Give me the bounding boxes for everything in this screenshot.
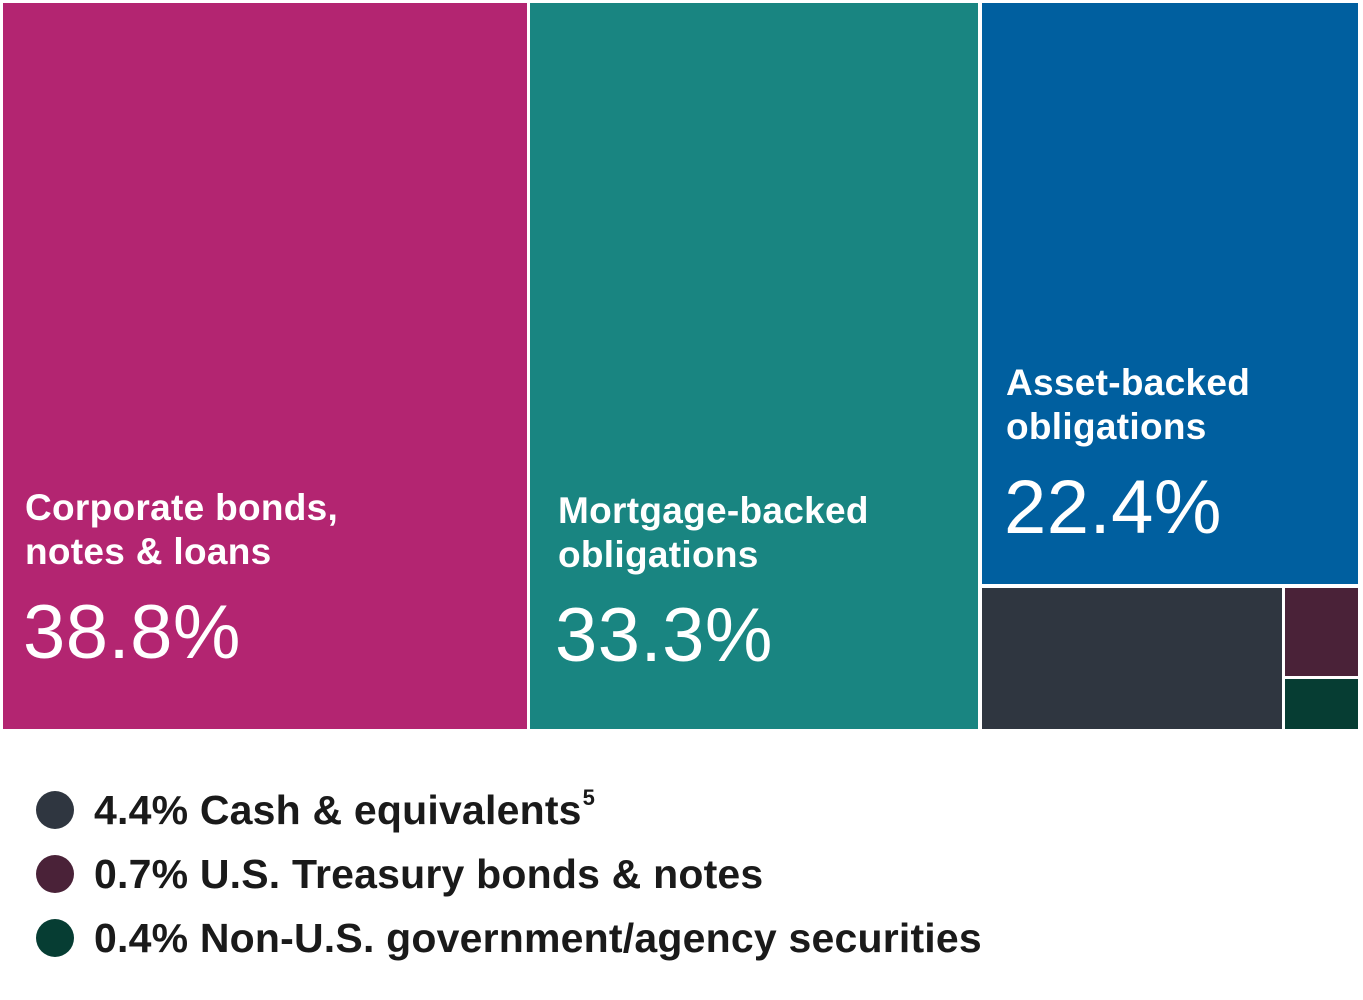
tile-asset-label: Asset-backed obligations [1006, 362, 1251, 447]
tile-cash [982, 588, 1282, 729]
legend-item-cash: 4.4% Cash & equivalents5 [36, 778, 1336, 842]
tile-mortgage-label: Mortgage-backed obligations [558, 490, 869, 575]
legend-item-nonus: 0.4% Non-U.S. government/agency securiti… [36, 906, 1336, 970]
legend-item-treasury: 0.7% U.S. Treasury bonds & notes [36, 842, 1336, 906]
tile-nonus [1285, 679, 1358, 729]
legend-text-treasury: 0.7% U.S. Treasury bonds & notes [94, 851, 763, 898]
legend-label-cash: 4.4% Cash & equivalents [94, 786, 582, 833]
legend-label-treasury: 0.7% U.S. Treasury bonds & notes [94, 850, 764, 897]
legend-text-cash: 4.4% Cash & equivalents5 [94, 784, 596, 834]
legend-dot-treasury [36, 855, 74, 893]
tile-treasury [1285, 588, 1358, 676]
legend-dot-nonus [36, 919, 74, 957]
legend-dot-cash [36, 791, 74, 829]
tile-mortgage-value: 33.3% [555, 593, 773, 678]
chart-legend: 4.4% Cash & equivalents5 0.7% U.S. Treas… [36, 778, 1336, 970]
tile-asset-value: 22.4% [1004, 465, 1222, 550]
treemap-chart: Corporate bonds, notes & loans 38.8% Mor… [3, 3, 1358, 729]
tile-corporate: Corporate bonds, notes & loans 38.8% [3, 3, 527, 729]
tile-corporate-value: 38.8% [23, 590, 241, 675]
tile-asset: Asset-backed obligations 22.4% [982, 3, 1358, 584]
tile-mortgage: Mortgage-backed obligations 33.3% [530, 3, 978, 729]
legend-text-nonus: 0.4% Non-U.S. government/agency securiti… [94, 915, 982, 962]
tile-corporate-label: Corporate bonds, notes & loans [25, 487, 339, 572]
legend-label-nonus: 0.4% Non-U.S. government/agency securiti… [94, 914, 982, 961]
legend-footnote-cash: 5 [582, 784, 596, 810]
